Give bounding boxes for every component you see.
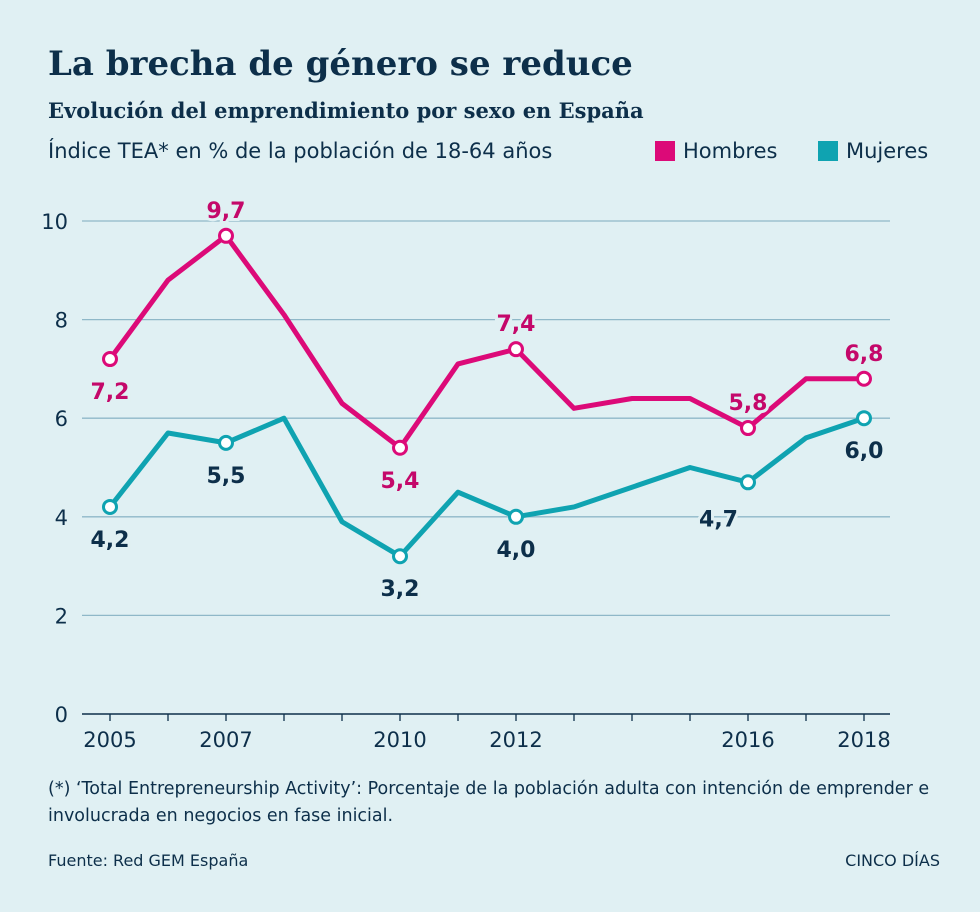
x-tick-label: 2012: [489, 728, 542, 752]
data-label-mujeres: 4,2: [91, 528, 130, 553]
data-point-mujeres: [740, 474, 756, 491]
data-label-mujeres: 5,5: [207, 464, 246, 489]
legend-mujeres: Mujeres: [818, 139, 928, 163]
y-tick-label: 0: [55, 703, 68, 727]
x-tick-label: 2016: [721, 728, 774, 752]
data-point-hombres: [740, 420, 756, 437]
data-label-hombres: 5,4: [381, 469, 420, 494]
data-point-mujeres: [218, 434, 234, 451]
y-tick-label: 8: [55, 309, 68, 333]
legend-label-mujeres: Mujeres: [846, 139, 929, 163]
data-point-mujeres: [102, 498, 118, 515]
brand: CINCO DÍAS: [845, 851, 940, 870]
data-point-hombres: [218, 227, 234, 244]
x-tick-label: 2010: [373, 728, 426, 752]
data-point-hombres: [392, 439, 408, 456]
footnote: (*) ‘Total Entrepreneurship Activity’: P…: [48, 779, 930, 826]
source: Fuente: Red GEM España: [48, 851, 249, 870]
y-tick-label: 10: [41, 210, 68, 234]
data-point-mujeres: [508, 508, 524, 525]
units-label: Índice TEA* en % de la población de 18-6…: [48, 139, 553, 163]
data-label-mujeres: 3,2: [381, 577, 420, 602]
x-tick-label: 2007: [199, 728, 252, 752]
x-tick-label: 2018: [837, 728, 890, 752]
data-point-mujeres: [392, 548, 408, 565]
legend-swatch-hombres: [655, 141, 675, 161]
y-tick-label: 6: [55, 407, 68, 431]
chart-title: La brecha de género se reduce: [48, 44, 633, 84]
data-label-hombres: 6,8: [845, 342, 884, 367]
data-label-mujeres: 6,0: [845, 439, 884, 464]
series-line-mujeres: [107, 415, 867, 559]
data-label-hombres: 9,7: [207, 199, 246, 224]
data-label-hombres: 5,8: [729, 391, 768, 416]
data-label-mujeres: 4,0: [497, 538, 536, 563]
data-label-hombres: 7,4: [497, 312, 536, 337]
legend-swatch-mujeres: [818, 141, 838, 161]
y-tick-label: 4: [55, 506, 68, 530]
chart-subtitle: Evolución del emprendimiento por sexo en…: [48, 98, 644, 123]
data-point-hombres: [856, 370, 872, 387]
data-label-mujeres: 4,7: [699, 507, 738, 532]
legend-hombres: Hombres: [655, 139, 777, 163]
legend-label-hombres: Hombres: [683, 139, 778, 163]
data-label-hombres: 7,2: [91, 380, 130, 405]
data-point-hombres: [508, 341, 524, 358]
data-point-mujeres: [856, 410, 872, 427]
x-tick-label: 2005: [83, 728, 136, 752]
data-point-hombres: [102, 351, 118, 368]
series-line-hombres: [107, 233, 867, 451]
y-tick-label: 2: [55, 604, 68, 628]
